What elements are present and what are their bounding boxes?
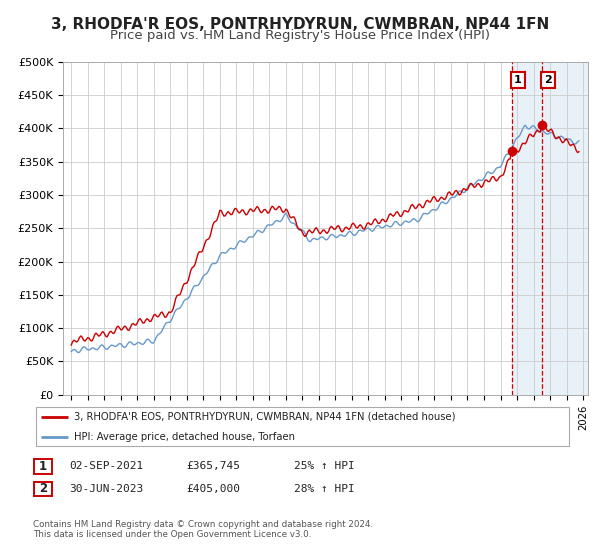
FancyBboxPatch shape [34,482,52,496]
Text: 3, RHODFA'R EOS, PONTRHYDYRUN, CWMBRAN, NP44 1FN: 3, RHODFA'R EOS, PONTRHYDYRUN, CWMBRAN, … [51,17,549,32]
Bar [512,62,600,395]
Text: 30-JUN-2023: 30-JUN-2023 [69,484,143,494]
Text: 28% ↑ HPI: 28% ↑ HPI [294,484,355,494]
Text: 3, RHODFA'R EOS, PONTRHYDYRUN, CWMBRAN, NP44 1FN (detached house): 3, RHODFA'R EOS, PONTRHYDYRUN, CWMBRAN, … [74,412,455,422]
Text: 25% ↑ HPI: 25% ↑ HPI [294,461,355,472]
Text: 1: 1 [514,75,522,85]
Text: 2: 2 [544,75,552,85]
Text: HPI: Average price, detached house, Torfaen: HPI: Average price, detached house, Torf… [74,432,295,442]
Text: 02-SEP-2021: 02-SEP-2021 [69,461,143,472]
Text: £405,000: £405,000 [186,484,240,494]
FancyBboxPatch shape [34,459,52,474]
FancyBboxPatch shape [36,407,569,446]
Text: 1: 1 [39,460,47,473]
Text: Price paid vs. HM Land Registry's House Price Index (HPI): Price paid vs. HM Land Registry's House … [110,29,490,42]
Text: 2: 2 [39,482,47,496]
Text: Contains HM Land Registry data © Crown copyright and database right 2024.
This d: Contains HM Land Registry data © Crown c… [33,520,373,539]
Text: £365,745: £365,745 [186,461,240,472]
